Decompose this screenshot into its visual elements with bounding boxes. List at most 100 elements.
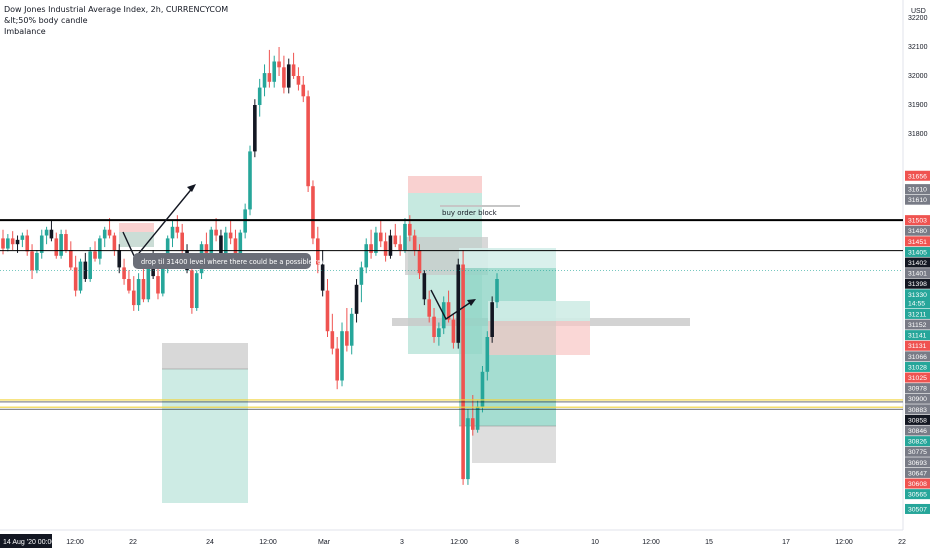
candle-body [223,232,228,256]
candle [296,67,301,91]
arrow-head-right [467,299,476,306]
indicator-label-imbalance: Imbalance [4,27,46,36]
price-tag-value: 31656 [908,173,927,180]
time-tick-label: 12:00 [835,539,853,546]
candle-body [161,267,165,294]
candle [136,273,141,311]
time-tick-label: 22 [129,539,137,546]
candle-body [432,316,436,337]
price-tag-bg [905,319,930,330]
candle-body [262,73,267,88]
candle-body [117,250,122,268]
candle [112,232,117,256]
candle-body [238,232,243,256]
candle [107,218,112,239]
reversal-note-bubble[interactable] [133,253,311,269]
price-tag-bg [905,268,930,279]
candle-body [83,261,88,279]
candle [437,322,441,346]
candle-body [219,235,223,256]
position-stop-zone-right [472,426,556,463]
candle-body [88,251,92,279]
position-target-zone-left [162,369,248,503]
price-tag-bg [905,236,930,247]
candle-body [345,331,349,346]
candle [175,215,180,239]
chart-title: Dow Jones Industrial Average Index, 2h, … [4,5,229,14]
candle-body [165,238,170,268]
candle-body [10,238,15,245]
price-tag-bg [905,289,930,309]
candle-body [73,267,78,291]
candle-body [69,250,73,268]
price-tag-bg [905,184,930,195]
price-tick-label: 32000 [908,73,928,80]
candle-body [253,105,257,152]
candle [15,235,20,253]
candle-body [306,96,310,187]
time-tick-label: Mar [318,539,331,546]
crosshair-time-label-bg [0,534,52,548]
price-tag-value: 31028 [908,364,927,371]
candle [316,226,320,274]
candle-body [475,406,480,430]
price-tag-bg [905,372,930,383]
time-tick-label: 12:00 [66,539,84,546]
price-tag-flag: 30900 [905,393,930,404]
price-tag-value: 31330 [908,292,927,299]
candle [262,64,267,97]
price-tick-label: 32100 [908,44,928,51]
price-tag-flag: 31066 [905,351,930,362]
candle [156,267,160,300]
time-tick-label: 8 [515,539,519,546]
candle [64,229,68,253]
candle [93,241,97,262]
price-tag-bg [905,446,930,457]
candle [88,247,92,282]
candle [427,290,431,323]
candle [461,250,465,485]
price-tag-flag: 30858 [905,414,930,425]
candle-body [54,238,59,256]
candle-body [480,371,485,407]
price-tag-flag: 30647 [905,467,930,478]
candle [330,313,335,355]
candle [49,221,54,242]
candle [282,55,286,94]
candle [345,308,349,352]
price-tag-bg [905,467,930,478]
candle [306,90,310,192]
position-target-pale [459,248,556,268]
candle-body [180,232,184,250]
price-tag-value: 31610 [908,197,927,204]
candle [485,331,490,381]
candle-body [374,232,378,253]
candle-body [146,261,151,300]
price-tag-bg [905,425,930,436]
price-tag-bg [905,478,930,489]
candle-body [257,87,262,105]
candle-body [170,226,175,239]
candle [228,221,233,245]
time-axis[interactable]: 1812:00222412:00Mar312:0081012:00151712:… [0,534,906,548]
price-tag-flag: 31656 [905,170,930,181]
candle-body [369,244,373,253]
price-tag-flag: 30693 [905,457,930,468]
candle [78,258,83,294]
price-tag-bg [905,414,930,425]
candle [364,238,369,274]
candle [25,229,30,256]
price-tag-bg [905,436,930,447]
candle-body [335,348,339,381]
candle [301,76,306,103]
time-tick-label: 10 [591,539,599,546]
candle-body [388,235,393,256]
candle [209,226,214,256]
candle-body [228,232,233,239]
candle [214,218,218,242]
candle-body [175,226,180,233]
candle-body [301,84,306,97]
